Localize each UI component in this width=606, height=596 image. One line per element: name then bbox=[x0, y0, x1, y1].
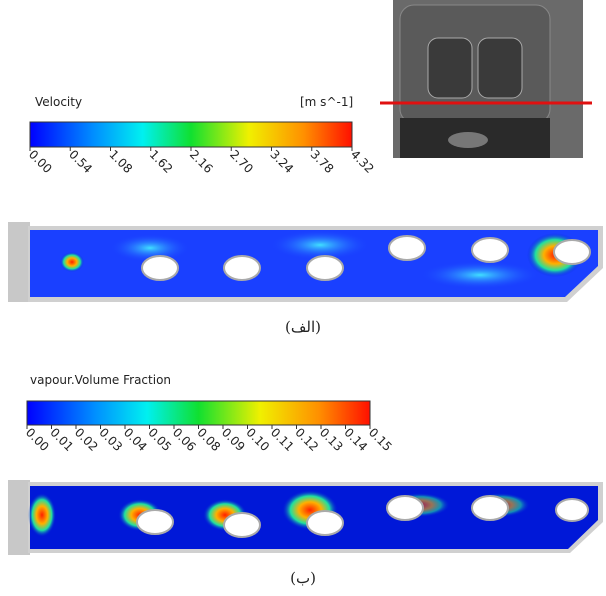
tick-label: 0.00 bbox=[23, 425, 52, 454]
figure: Velocity [m s^-1] 0.00 0.54 1.08 1.62 2.16 2.… bbox=[0, 0, 606, 596]
tick-label: 0.09 bbox=[219, 425, 248, 454]
tick-label: 2.70 bbox=[227, 147, 256, 176]
colorbar bbox=[30, 122, 352, 147]
tick-label: 0.15 bbox=[366, 425, 395, 454]
tick-label: 0.00 bbox=[26, 147, 55, 176]
tick-label: 3.24 bbox=[267, 147, 296, 176]
engine-thumbnail bbox=[380, 0, 592, 158]
vapour-contour bbox=[8, 480, 603, 555]
colorbar-title: vapour.Volume Fraction bbox=[30, 373, 171, 387]
colorbar-title: Velocity bbox=[35, 95, 82, 109]
tick-label: 4.32 bbox=[348, 147, 377, 176]
tick-label: 0.01 bbox=[47, 425, 76, 454]
tick-label: 3.78 bbox=[308, 147, 337, 176]
colorbar bbox=[27, 401, 370, 425]
tick-label: 0.10 bbox=[243, 425, 272, 454]
tick-label: 0.12 bbox=[292, 425, 321, 454]
tick-label: 0.13 bbox=[317, 425, 346, 454]
caption: (ب) bbox=[290, 569, 316, 587]
page: {"velocity": {"title": "Velocity", "unit… bbox=[0, 0, 606, 596]
colorbar-unit: [m s^-1] bbox=[300, 95, 353, 109]
tick-label: 2.16 bbox=[187, 147, 216, 176]
tick-label: 0.08 bbox=[194, 425, 223, 454]
tick-label: 0.54 bbox=[66, 147, 95, 176]
tick-label: 1.62 bbox=[147, 147, 176, 176]
caption: (الف) bbox=[285, 318, 321, 336]
tick-label: 0.11 bbox=[268, 425, 297, 454]
tick-label: 0.05 bbox=[145, 425, 174, 454]
tick-label: 0.02 bbox=[72, 425, 101, 454]
colorbar-ticks: 0.000.010.020.030.040.050.060.080.090.10… bbox=[23, 425, 395, 454]
tick-label: 0.14 bbox=[341, 425, 370, 454]
tick-label: 0.06 bbox=[170, 425, 199, 454]
colorbar-ticks: 0.00 0.54 1.08 1.62 2.16 2.70 3.24 3.78 4.32 bbox=[26, 147, 377, 176]
tick-label: 0.04 bbox=[121, 425, 150, 454]
velocity-contour bbox=[8, 222, 603, 302]
tick-label: 0.03 bbox=[96, 425, 125, 454]
tick-label: 1.08 bbox=[106, 147, 135, 176]
